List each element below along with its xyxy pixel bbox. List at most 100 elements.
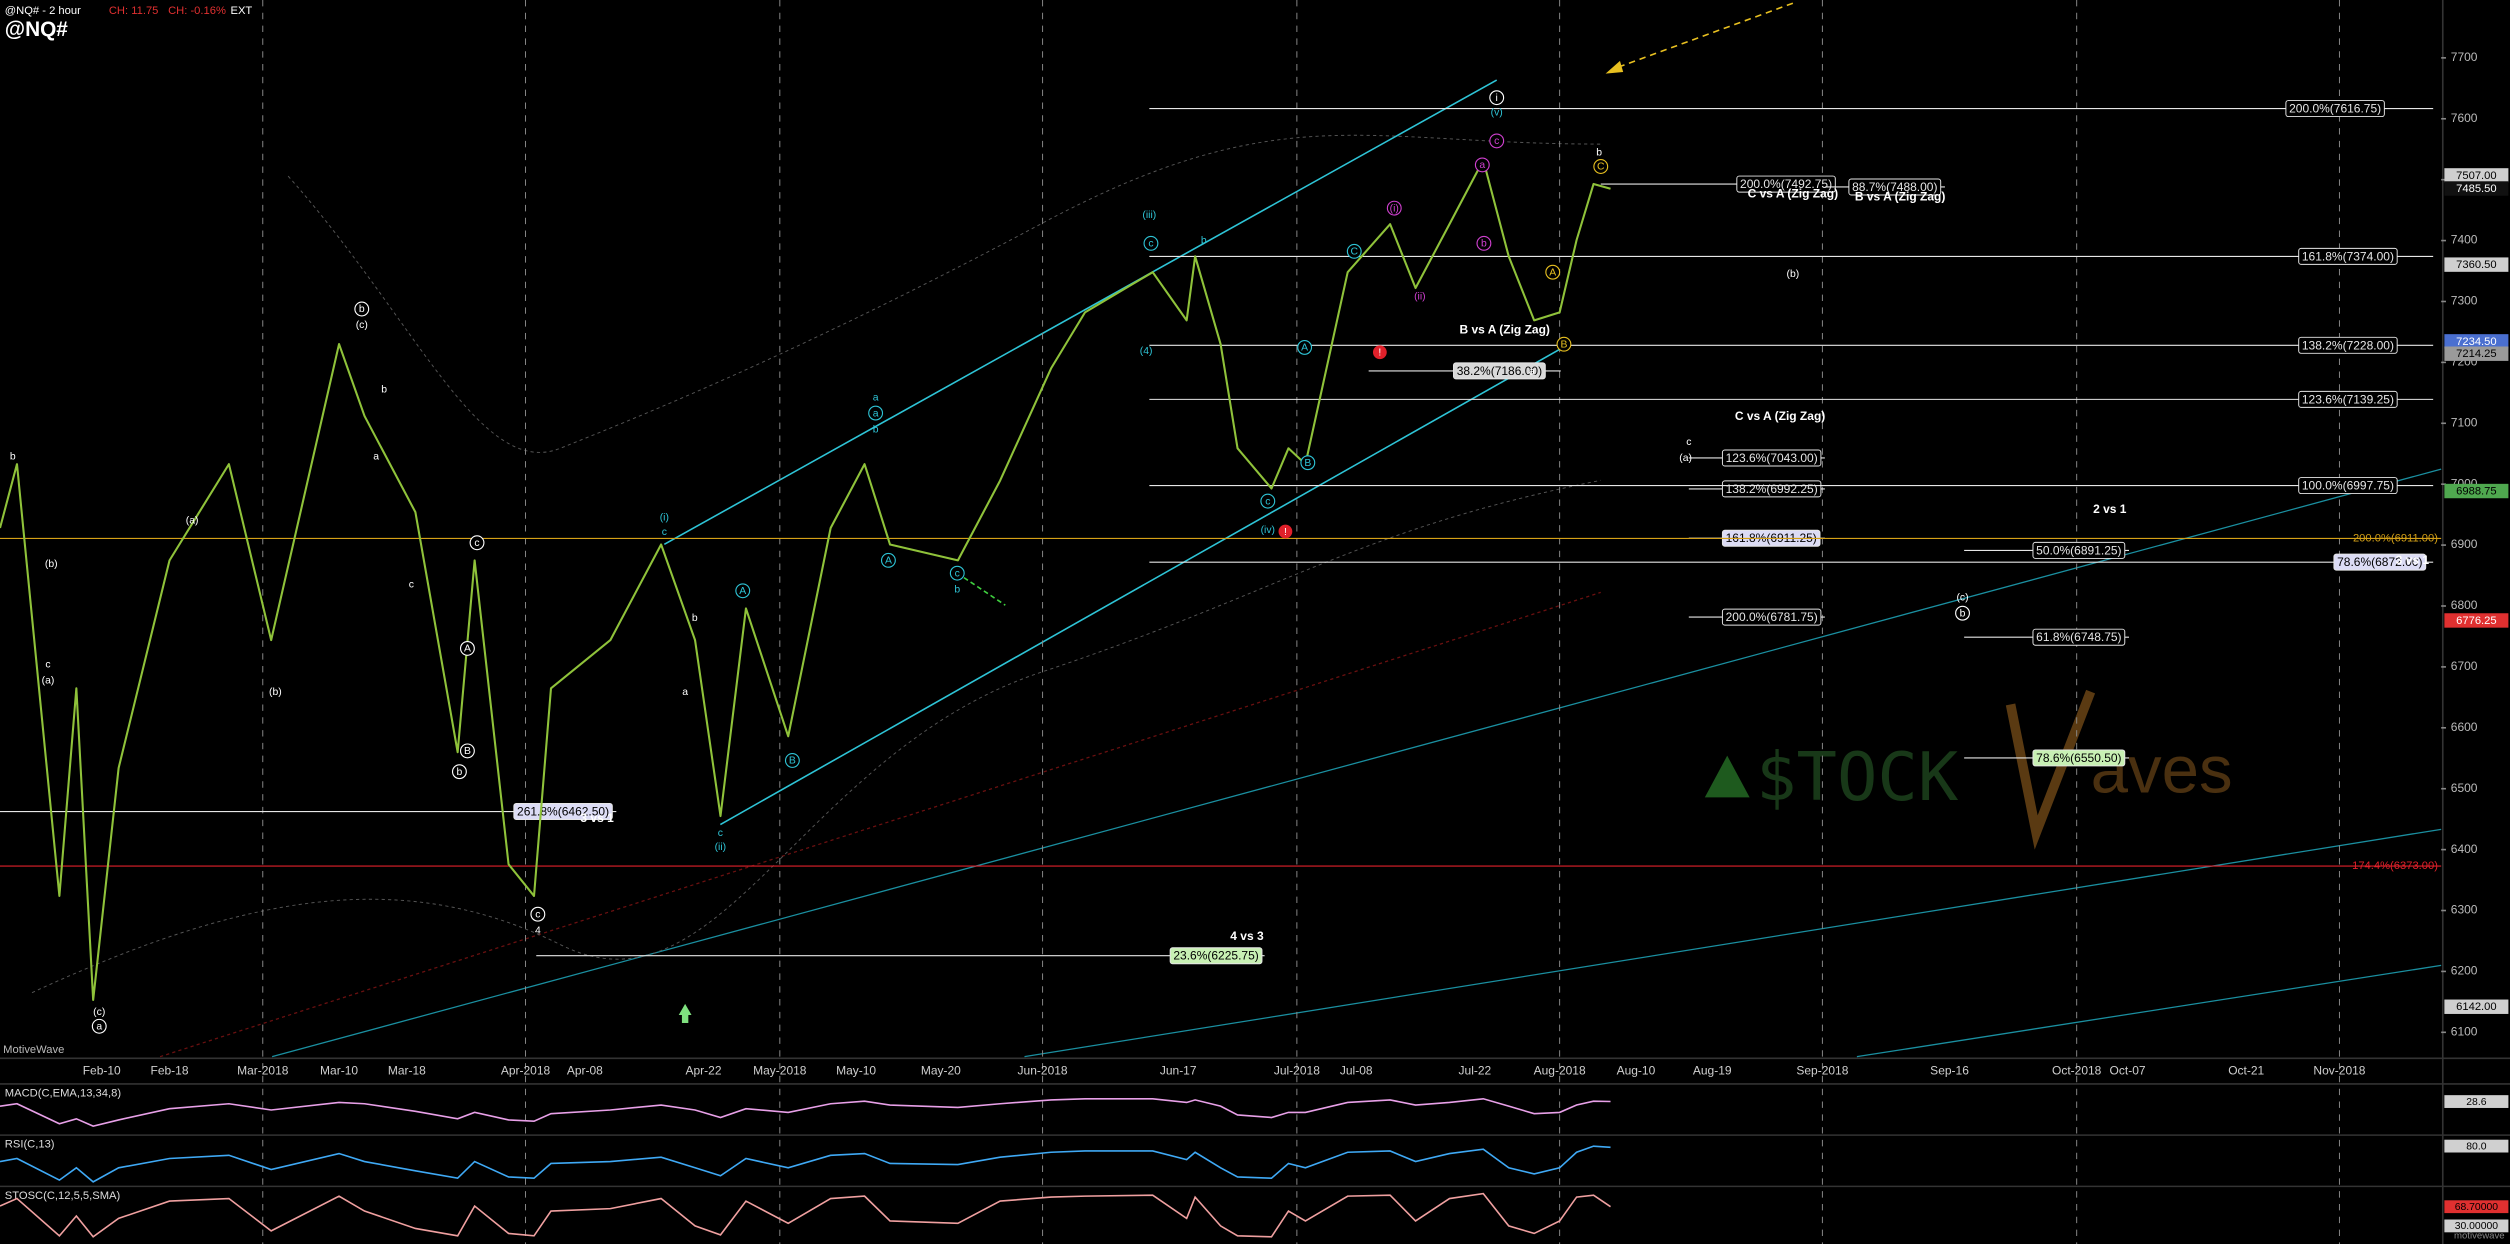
wave-label: (c) xyxy=(356,320,368,331)
x-tick-label: Jun-2018 xyxy=(1018,1063,1068,1077)
fib-label-box xyxy=(513,803,613,821)
channel-line xyxy=(719,343,1570,826)
wave-label: A xyxy=(1549,267,1556,278)
wave-label: b xyxy=(1201,235,1207,246)
band-line xyxy=(287,134,1601,453)
wave-label: (b) xyxy=(45,559,58,570)
wave-circle xyxy=(1476,235,1492,251)
wave-label: a xyxy=(373,452,379,463)
wave-label: (iv) xyxy=(1261,525,1275,536)
y-tick-label: 6700 xyxy=(2451,659,2478,673)
wave-label: (c) xyxy=(1956,592,1968,603)
wave-label: c xyxy=(662,527,667,538)
wave-label: (ii) xyxy=(715,842,727,853)
wave-label: A xyxy=(739,586,746,597)
fib-label: 61.8%(6748.75) xyxy=(2036,630,2121,644)
y-tick-label: 6500 xyxy=(2451,781,2478,795)
arrow-line xyxy=(1613,2,1794,70)
fib-label-box xyxy=(1721,480,1822,498)
price-tag-label: 7507.00 xyxy=(2456,170,2496,182)
price-tag-label: 7234.50 xyxy=(2456,336,2496,348)
session: EXT xyxy=(231,5,253,17)
wave-label: (b) xyxy=(1787,269,1800,280)
wave-label: c xyxy=(474,538,479,549)
indicator-title: MACD(C,EMA,13,34,8) xyxy=(5,1087,122,1099)
indicator-tag xyxy=(2444,1095,2509,1108)
indicator-line xyxy=(0,1097,1611,1128)
wave-circle xyxy=(1346,243,1362,259)
watermark-text: aves xyxy=(2091,733,2233,808)
wave-label: c xyxy=(718,828,723,839)
wave-circle xyxy=(784,753,800,768)
wave-label: B xyxy=(789,756,796,767)
wave-circle xyxy=(1489,133,1505,149)
y-tick-label: 7600 xyxy=(2451,111,2478,125)
wave-label: c xyxy=(45,660,50,671)
wave-label: b xyxy=(1596,147,1602,158)
fib-label: 161.8%(7374.00) xyxy=(2302,249,2394,263)
y-tick-label: 7100 xyxy=(2451,415,2478,429)
indicator-tag-label: 28.6 xyxy=(2466,1097,2486,1108)
price-tag xyxy=(2444,168,2509,183)
wave-circle xyxy=(354,301,370,317)
fib-label-box xyxy=(1721,608,1822,626)
x-tick-label: Jun-17 xyxy=(1160,1063,1197,1077)
y-tick-label: 6900 xyxy=(2451,537,2478,551)
y-tick-label: 7400 xyxy=(2451,233,2478,247)
wave-circle xyxy=(1545,264,1561,280)
x-tick-label: May-2018 xyxy=(753,1063,807,1077)
fib-label-box xyxy=(2298,477,2398,495)
wave-circle xyxy=(1278,524,1293,539)
fib-label-box xyxy=(1169,947,1263,965)
wave-label: c xyxy=(1686,437,1691,448)
change: CH: 11.75 xyxy=(109,5,159,17)
price-line xyxy=(0,159,1611,1002)
indicator-line xyxy=(0,1145,1611,1183)
wave-circle xyxy=(1300,455,1316,471)
wave-label: i xyxy=(1496,93,1498,104)
wave-circle xyxy=(459,743,475,759)
price-tag-label: 7214.25 xyxy=(2456,348,2496,360)
wave-circle xyxy=(949,565,965,581)
fib-label: 200.0%(7492.75) xyxy=(1740,177,1832,191)
wave-label: (i) xyxy=(660,512,669,523)
wave-label: c xyxy=(1265,496,1270,507)
wave-label: (4) xyxy=(1140,346,1153,357)
wave-circle xyxy=(459,640,475,656)
fib-label: 100.0%(6997.75) xyxy=(2302,479,2394,493)
y-tick-label: 6200 xyxy=(2451,964,2478,978)
wave-circle xyxy=(1556,336,1572,352)
fib-label: 174.4%(6373.00) xyxy=(2352,860,2438,872)
drawings xyxy=(31,2,2442,1058)
fib-label-box xyxy=(2032,541,2126,559)
x-tick-label: Apr-08 xyxy=(567,1063,603,1077)
wave-label: A xyxy=(1301,343,1308,354)
wave-label: C vs A (Zig Zag) xyxy=(1735,409,1825,423)
price-tag-label: 6988.75 xyxy=(2456,485,2496,497)
fib-label: 138.2%(7228.00) xyxy=(2302,338,2394,352)
indicator-tag xyxy=(2444,1139,2509,1153)
wave-label: C vs A (Zig Zag) xyxy=(1748,186,1838,200)
wave-circle xyxy=(1593,159,1609,174)
y-tick-label: 7300 xyxy=(2451,294,2478,308)
price-tag xyxy=(2444,999,2509,1014)
x-tick-label: Nov-2018 xyxy=(2313,1063,2365,1077)
indicator-tag xyxy=(2444,1219,2509,1233)
wave-label: 2 vs 1 xyxy=(2093,502,2127,516)
wave-circle xyxy=(451,764,467,780)
wave-circle xyxy=(735,583,751,599)
wave-label: A xyxy=(885,556,892,567)
x-tick-label: Feb-10 xyxy=(83,1063,121,1077)
wave-label: a xyxy=(873,408,879,419)
wave-circle xyxy=(1260,493,1276,509)
wave-label: 4 xyxy=(535,925,541,936)
wave-circle xyxy=(1372,345,1387,360)
x-tick-label: Oct-2018 xyxy=(2052,1063,2102,1077)
fib-label-box xyxy=(2298,247,2398,265)
y-tick-label: 6300 xyxy=(2451,903,2478,917)
wave-label: (iii) xyxy=(1142,210,1156,221)
fib-label: 200.0%(7616.75) xyxy=(2289,102,2381,116)
arrow-line xyxy=(956,572,1006,606)
